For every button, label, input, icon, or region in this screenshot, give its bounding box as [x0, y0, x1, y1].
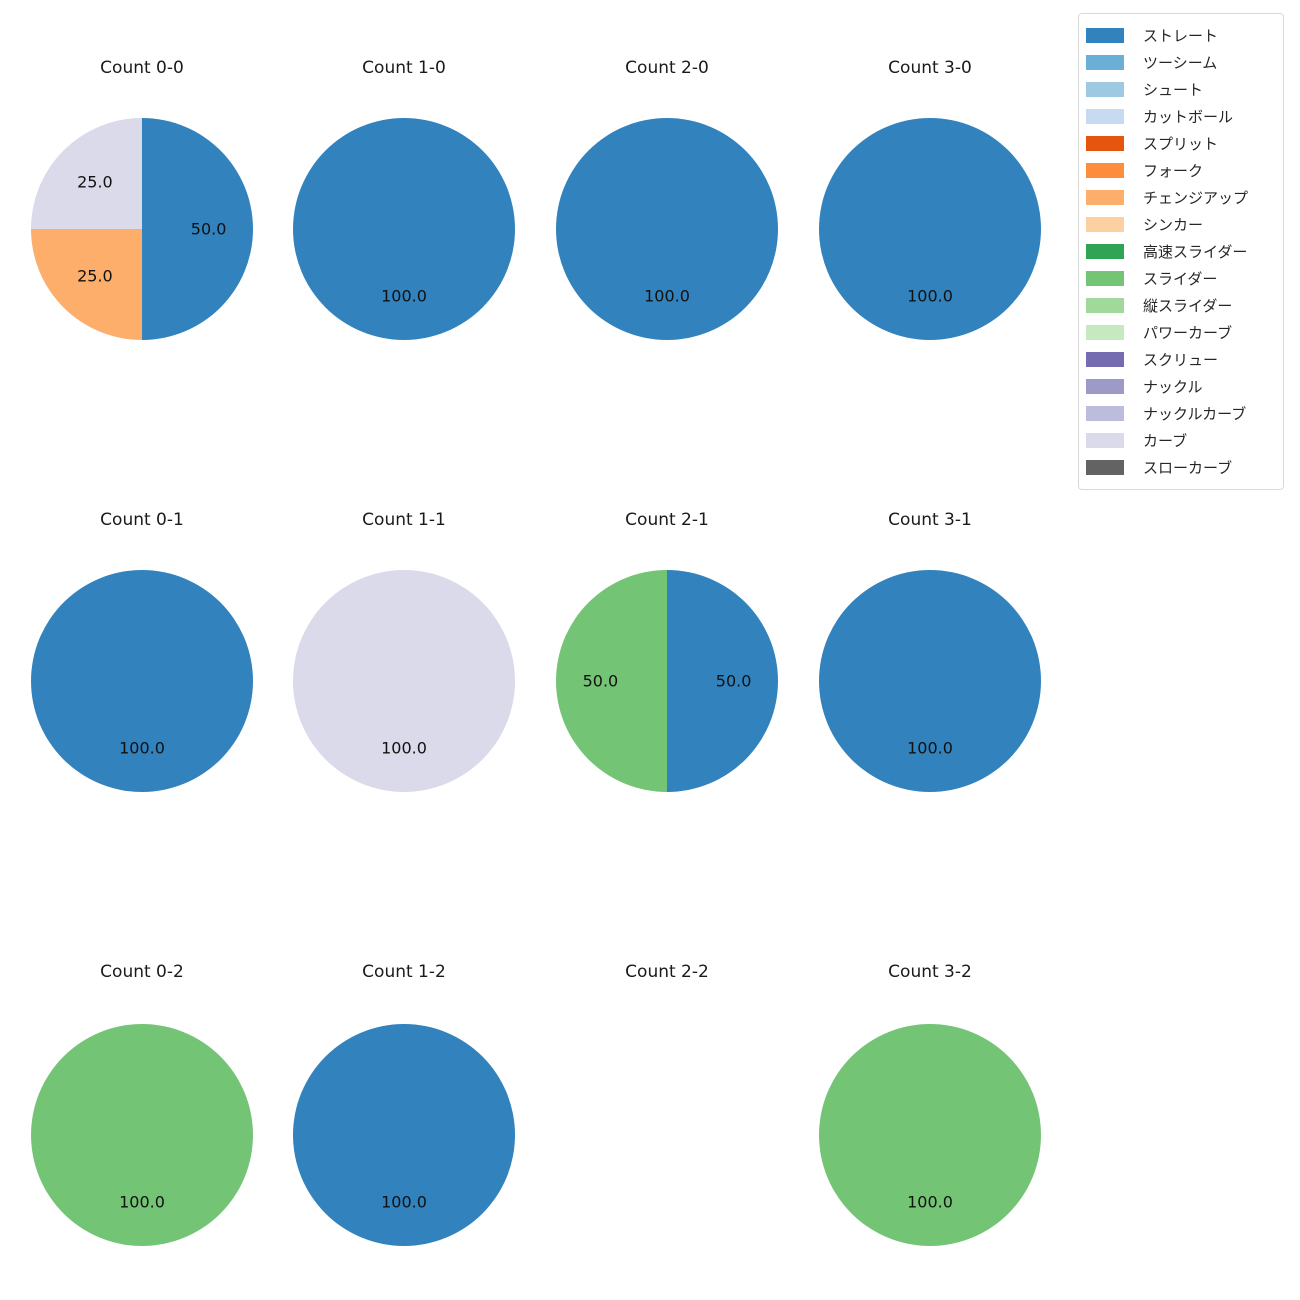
- legend-item: カットボール: [1079, 103, 1283, 130]
- legend-label: 縦スライダー: [1143, 297, 1233, 315]
- legend-item: フォーク: [1079, 157, 1283, 184]
- pie-chart-title: Count 2-1: [625, 510, 709, 530]
- legend-color-swatch: [1086, 271, 1124, 286]
- legend-item: シュート: [1079, 76, 1283, 103]
- legend-label: シンカー: [1143, 216, 1204, 234]
- pitch-type-legend: ストレートツーシームシュートカットボール スプリットフォークチェンジアップ シンカー…: [1078, 13, 1284, 490]
- legend-item: スクリュー: [1079, 346, 1283, 373]
- legend-color-swatch: [1086, 325, 1124, 340]
- pie-chart-title: Count 1-2: [362, 962, 446, 982]
- legend-label: スローカーブ: [1143, 459, 1233, 477]
- legend-color-swatch: [1086, 55, 1124, 70]
- legend-color-swatch: [1086, 298, 1124, 313]
- pie-chart-title: Count 3-2: [888, 962, 972, 982]
- legend-color-swatch: [1086, 28, 1124, 43]
- slice-value-label: 50.0: [582, 671, 619, 691]
- legend-color-swatch: [1086, 109, 1124, 124]
- legend-item: カーブ: [1079, 427, 1283, 454]
- legend-label: ストレート: [1143, 27, 1219, 45]
- legend-color-swatch: [1086, 217, 1124, 232]
- pie-chart-title: Count 3-0: [888, 58, 972, 78]
- pie-chart-title: Count 1-1: [362, 510, 446, 530]
- pie-count-2-0: [556, 118, 778, 340]
- legend-item: ストレート: [1079, 22, 1283, 49]
- legend-color-swatch: [1086, 136, 1124, 151]
- pie-count-3-0: [819, 118, 1041, 340]
- slice-value-label: 25.0: [77, 266, 113, 286]
- legend-item: ナックルカーブ: [1079, 400, 1283, 427]
- legend-color-swatch: [1086, 379, 1124, 394]
- pie-chart-title: Count 3-1: [888, 510, 972, 530]
- legend-item: スプリット: [1079, 130, 1283, 157]
- slice-value-label: 100.0: [381, 1192, 427, 1212]
- slice-value-label: 100.0: [644, 286, 690, 306]
- legend-label: カーブ: [1143, 432, 1188, 450]
- legend-item: スローカーブ: [1079, 454, 1283, 481]
- legend-item: ナックル: [1079, 373, 1283, 400]
- pie-chart-title: Count 0-1: [100, 510, 184, 530]
- slice-value-label: 50.0: [190, 219, 227, 239]
- legend-color-swatch: [1086, 190, 1124, 205]
- pie-count-0-0: [31, 118, 253, 340]
- slice-value-label: 100.0: [907, 738, 953, 758]
- legend-color-swatch: [1086, 352, 1124, 367]
- legend-label: スプリット: [1143, 135, 1219, 153]
- pie-count-0-2: [31, 1024, 253, 1246]
- slice-value-label: 100.0: [119, 1192, 165, 1212]
- legend-label: シュート: [1143, 81, 1204, 99]
- pie-chart-title: Count 0-0: [100, 58, 184, 78]
- legend-label: 高速スライダー: [1143, 243, 1248, 261]
- pie-count-1-0: [293, 118, 515, 340]
- pie-count-2-1: [556, 570, 778, 792]
- slice-value-label: 100.0: [119, 738, 165, 758]
- legend-label: フォーク: [1143, 162, 1204, 180]
- slice-value-label: 100.0: [907, 1192, 953, 1212]
- pie-count-3-1: [819, 570, 1041, 792]
- legend-label: ナックルカーブ: [1143, 405, 1247, 423]
- legend-color-swatch: [1086, 460, 1124, 475]
- legend-item: 縦スライダー: [1079, 292, 1283, 319]
- legend-item: スライダー: [1079, 265, 1283, 292]
- pie-chart-title: Count 0-2: [100, 962, 184, 982]
- legend-item: パワーカーブ: [1079, 319, 1283, 346]
- slice-value-label: 100.0: [381, 738, 427, 758]
- pie-chart-title: Count 2-2: [625, 962, 709, 982]
- legend-color-swatch: [1086, 406, 1124, 421]
- pie-count-3-2: [819, 1024, 1041, 1246]
- legend-color-swatch: [1086, 244, 1124, 259]
- slice-value-label: 100.0: [381, 286, 427, 306]
- legend-item: チェンジアップ: [1079, 184, 1283, 211]
- pie-chart-title: Count 2-0: [625, 58, 709, 78]
- legend-item: 高速スライダー: [1079, 238, 1283, 265]
- legend-label: スライダー: [1143, 270, 1218, 288]
- legend-color-swatch: [1086, 163, 1124, 178]
- legend-label: スクリュー: [1143, 351, 1219, 369]
- legend-color-swatch: [1086, 82, 1124, 97]
- pie-chart-title: Count 1-0: [362, 58, 446, 78]
- legend-item: シンカー: [1079, 211, 1283, 238]
- legend-item: ツーシーム: [1079, 49, 1283, 76]
- slice-value-label: 25.0: [77, 172, 113, 192]
- slice-value-label: 50.0: [715, 671, 752, 691]
- pie-count-1-1: [293, 570, 515, 792]
- legend-label: ナックル: [1143, 378, 1203, 396]
- legend-label: パワーカーブ: [1143, 324, 1233, 342]
- legend-color-swatch: [1086, 433, 1124, 448]
- pie-count-1-2: [293, 1024, 515, 1246]
- pie-count-0-1: [31, 570, 253, 792]
- legend-label: ツーシーム: [1143, 54, 1218, 72]
- legend-label: チェンジアップ: [1143, 189, 1249, 207]
- slice-value-label: 100.0: [907, 286, 953, 306]
- legend-label: カットボール: [1143, 108, 1234, 126]
